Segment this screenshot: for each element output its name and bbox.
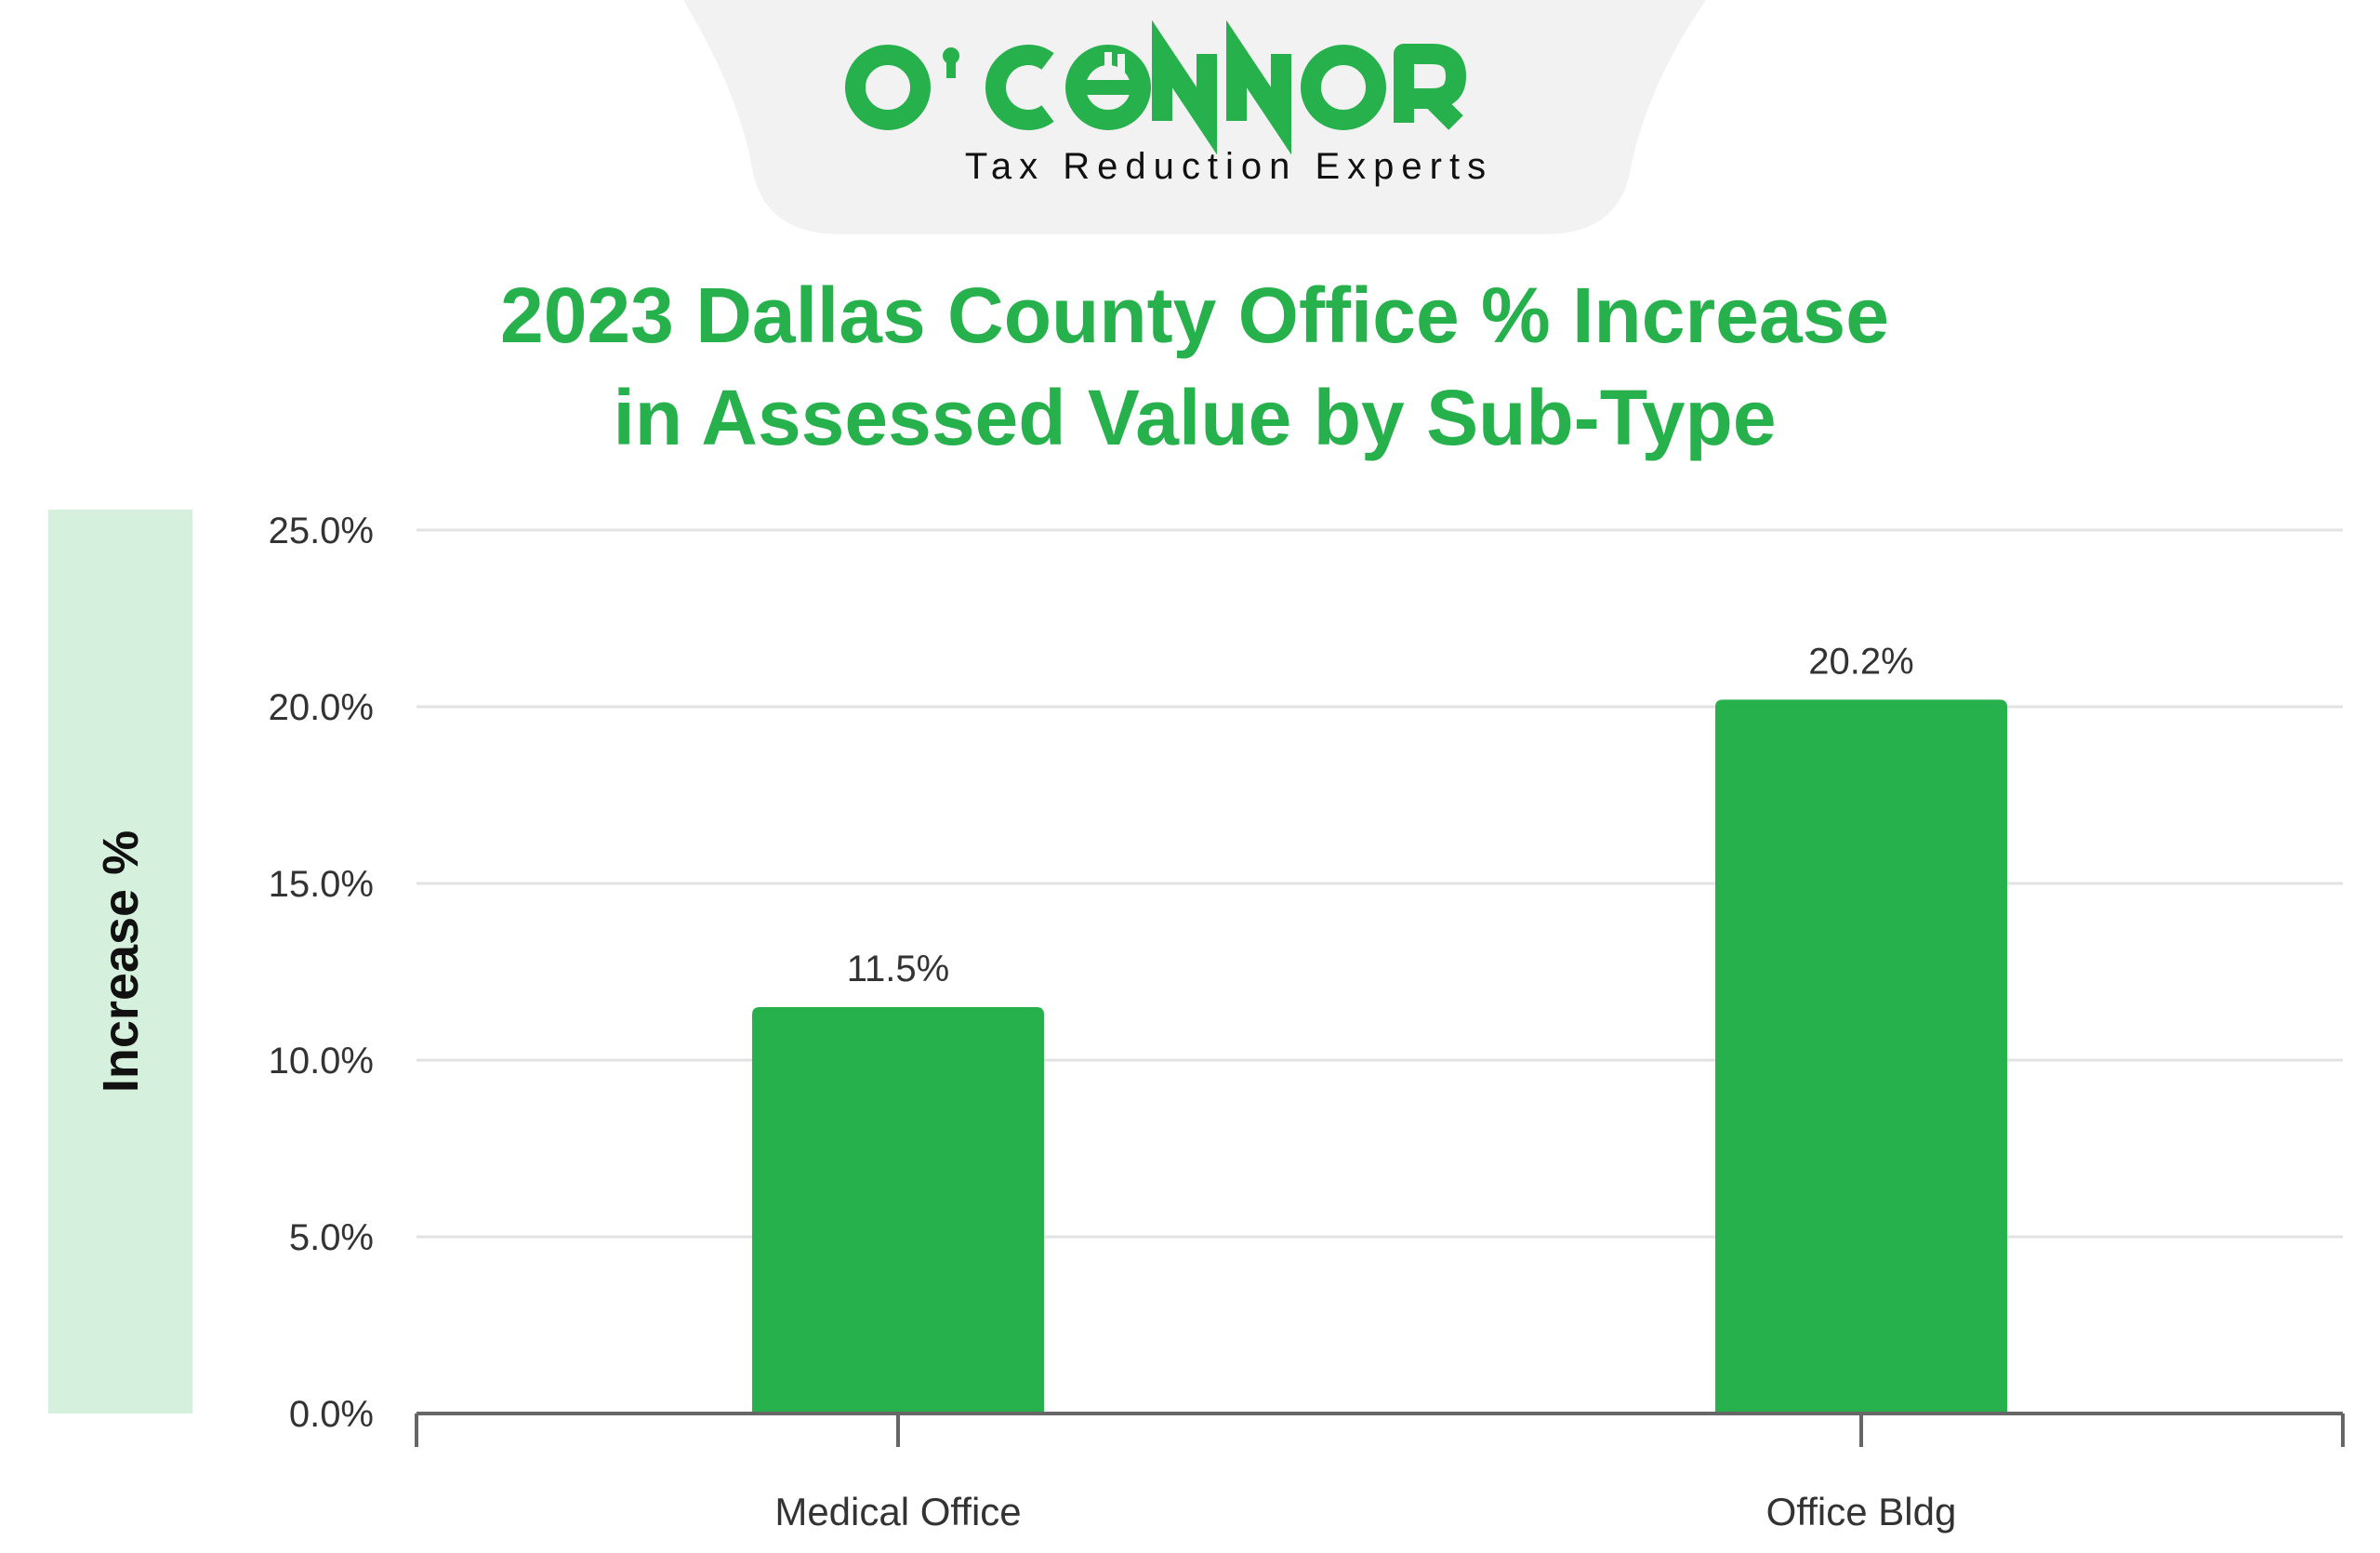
chart-title-line-1: 2023 Dallas County Office % Increase (500, 272, 1889, 359)
logo-banner: Tax Reduction Experts (683, 0, 1706, 234)
y-tick-label: 25.0% (269, 511, 374, 551)
ylabel-band (48, 510, 192, 1414)
brand-logo (845, 20, 1466, 155)
y-tick-label: 5.0% (289, 1217, 374, 1258)
bar-data-label: 11.5% (847, 949, 949, 989)
x-tick-label: Office Bldg (1766, 1490, 1957, 1533)
chart-title-line-2: in Assessed Value by Sub-Type (613, 374, 1776, 461)
bar-office-bldg (1715, 699, 2007, 1414)
y-tick-labels: 0.0% 5.0% 10.0% 15.0% 20.0% 25.0% (269, 511, 374, 1435)
y-tick-label: 15.0% (269, 864, 374, 905)
gridlines (416, 528, 2343, 1239)
x-axis (415, 1412, 2345, 1447)
bar-medical-office (752, 1007, 1044, 1414)
bar-data-labels: 11.5% 20.2% (847, 641, 1914, 989)
y-tick-label: 10.0% (269, 1041, 374, 1082)
y-axis-label: Increase % (93, 830, 149, 1093)
x-tick-label: Medical Office (774, 1490, 1021, 1533)
brand-tagline: Tax Reduction Experts (965, 146, 1493, 187)
bars (752, 699, 2007, 1414)
y-tick-label: 0.0% (289, 1394, 374, 1435)
x-tick-labels: Medical Office Office Bldg (774, 1490, 1956, 1533)
y-tick-label: 20.0% (269, 687, 374, 728)
bar-data-label: 20.2% (1808, 641, 1913, 682)
chart-title: 2023 Dallas County Office % Increase in … (500, 272, 1889, 461)
